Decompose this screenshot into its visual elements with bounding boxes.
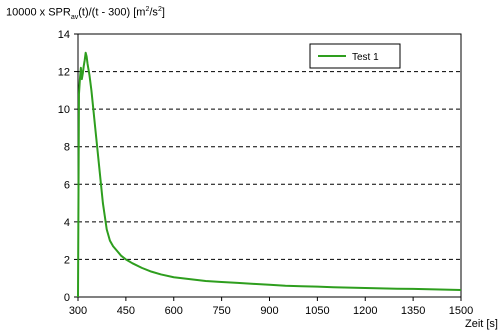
y-tick-label: 8 — [64, 142, 70, 154]
x-tick-label: 1200 — [353, 305, 377, 317]
x-tick-label: 300 — [69, 305, 87, 317]
plot-frame — [77, 33, 462, 298]
x-tick-label: 750 — [212, 305, 230, 317]
y-tick-label: 4 — [64, 217, 70, 229]
legend-label: Test 1 — [352, 52, 379, 63]
x-tick-label: 900 — [260, 305, 278, 317]
tick-labels: 0 2 4 6 8 10 12 14 300 450 600 750 900 1050 1200 1350 15… — [58, 29, 473, 317]
series-line-1 — [77, 51, 462, 298]
series-layer — [77, 51, 462, 298]
axes — [74, 33, 462, 301]
y-axis-title: 10000 x SPRav(t)/(t - 300) [m2/s2] — [6, 6, 165, 21]
x-axis-title: Zeit [s] — [464, 318, 498, 330]
y-tick-label: 2 — [64, 254, 70, 266]
y-tick-label: 10 — [58, 104, 70, 116]
legend: Test 1 — [309, 43, 401, 69]
x-tick-label: 600 — [165, 305, 183, 317]
grid — [78, 71, 461, 260]
x-tick-label: 1500 — [449, 305, 473, 317]
y-tick-label: 12 — [58, 67, 70, 79]
x-tick-label: 1050 — [305, 305, 329, 317]
y-tick-label: 0 — [64, 292, 70, 304]
y-tick-label: 14 — [58, 29, 70, 41]
x-tick-label: 450 — [117, 305, 135, 317]
y-tick-label: 6 — [64, 179, 70, 191]
x-tick-label: 1350 — [401, 305, 425, 317]
